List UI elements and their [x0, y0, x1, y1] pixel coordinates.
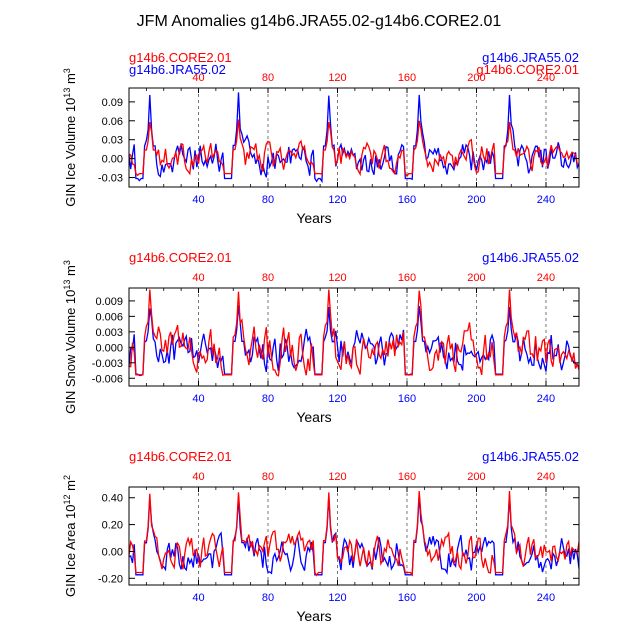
x-tick-label-bottom: 120: [328, 194, 346, 206]
x-tick-label-bottom: 40: [192, 393, 204, 405]
series-line-core: [128, 119, 580, 178]
y-tick-label: 0.03: [102, 135, 123, 147]
y-tick-label: -0.20: [98, 573, 123, 585]
x-tick-label-bottom: 200: [467, 194, 485, 206]
x-axis-label: Years: [296, 210, 331, 226]
y-tick-label: 0.00: [102, 546, 123, 558]
x-tick-label-bottom: 240: [537, 592, 555, 604]
x-tick-label-bottom: 160: [398, 393, 416, 405]
x-tick-label-top: 120: [328, 272, 346, 284]
y-tick-label: 0.40: [102, 493, 123, 505]
series-line-core: [128, 289, 580, 377]
y-tick-label: 0.003: [95, 327, 123, 339]
right-series-label: g14b6.JRA55.02: [482, 449, 579, 464]
right-series-label-overlap: g14b6.CORE2.01: [476, 62, 579, 77]
y-axis-label: GIN Ice Area 1012 m2: [62, 475, 78, 597]
x-tick-label-top: 40: [192, 72, 204, 84]
x-tick-label-bottom: 120: [328, 592, 346, 604]
x-tick-label-bottom: 240: [537, 194, 555, 206]
x-tick-label-bottom: 160: [398, 592, 416, 604]
series-line-core: [128, 490, 580, 577]
y-tick-label: 0.20: [102, 520, 123, 532]
y-tick-label: 0.06: [102, 116, 123, 128]
y-tick-label: 0.09: [102, 97, 123, 109]
y-tick-label: -0.006: [92, 373, 123, 385]
right-series-label: g14b6.JRA55.02: [482, 50, 579, 65]
x-tick-label-bottom: 200: [467, 393, 485, 405]
plot-frame: [128, 87, 580, 188]
x-tick-label-top: 160: [398, 72, 416, 84]
x-tick-label-top: 120: [328, 471, 346, 483]
y-axis-label: GIN Snow Volume 1013 m3: [62, 260, 78, 414]
x-tick-label-top: 120: [328, 72, 346, 84]
panel-1: -0.03 0.00 0.03 0.06 0.09 40 40 80 80 120 120 160 16…: [62, 50, 580, 226]
x-tick-label-bottom: 40: [192, 194, 204, 206]
x-tick-label-bottom: 200: [467, 592, 485, 604]
right-series-label: g14b6.JRA55.02: [482, 250, 579, 265]
x-axis-label: Years: [296, 409, 331, 425]
y-tick-label: 0.006: [95, 311, 123, 323]
x-tick-label-bottom: 80: [262, 393, 274, 405]
panel-2: -0.006 -0.003 0.000 0.003 0.006 0.009 40 40 80 80…: [62, 250, 580, 425]
plot-frame: [128, 486, 580, 586]
left-series-label-overlap: g14b6.JRA55.02: [129, 62, 226, 77]
series-line-jra: [128, 495, 580, 576]
x-tick-label-top: 240: [537, 471, 555, 483]
x-tick-label-bottom: 40: [192, 592, 204, 604]
y-tick-label: 0.009: [95, 296, 123, 308]
x-tick-label-top: 240: [537, 72, 555, 84]
x-tick-label-top: 40: [192, 471, 204, 483]
x-tick-label-top: 160: [398, 471, 416, 483]
x-tick-label-top: 80: [262, 272, 274, 284]
panel-3: -0.20 0.00 0.20 0.40 40 40 80 80 120 120 160 160 200…: [62, 449, 580, 624]
x-tick-label-top: 80: [262, 471, 274, 483]
x-axis-label: Years: [296, 608, 331, 624]
plot-frame: [128, 287, 580, 387]
x-tick-label-top: 200: [467, 72, 485, 84]
y-tick-label: -0.003: [92, 358, 123, 370]
x-tick-label-top: 200: [467, 272, 485, 284]
x-tick-label-top: 40: [192, 272, 204, 284]
y-axis-label: GIN Ice Volume 1013 m3: [62, 68, 78, 207]
y-tick-label: -0.03: [98, 173, 123, 185]
left-series-label: g14b6.CORE2.01: [129, 50, 232, 65]
y-tick-label: 0.00: [102, 154, 123, 166]
x-tick-label-bottom: 80: [262, 194, 274, 206]
x-tick-label-top: 240: [537, 272, 555, 284]
x-tick-label-bottom: 160: [398, 194, 416, 206]
x-tick-label-top: 160: [398, 272, 416, 284]
x-tick-label-top: 80: [262, 72, 274, 84]
x-tick-label-bottom: 120: [328, 393, 346, 405]
left-series-label: g14b6.CORE2.01: [129, 449, 232, 464]
figure-title: JFM Anomalies g14b6.JRA55.02-g14b6.CORE2…: [137, 13, 502, 30]
x-tick-label-bottom: 240: [537, 393, 555, 405]
x-tick-label-top: 200: [467, 471, 485, 483]
left-series-label: g14b6.CORE2.01: [129, 250, 232, 265]
y-tick-label: 0.000: [95, 342, 123, 354]
x-tick-label-bottom: 80: [262, 592, 274, 604]
